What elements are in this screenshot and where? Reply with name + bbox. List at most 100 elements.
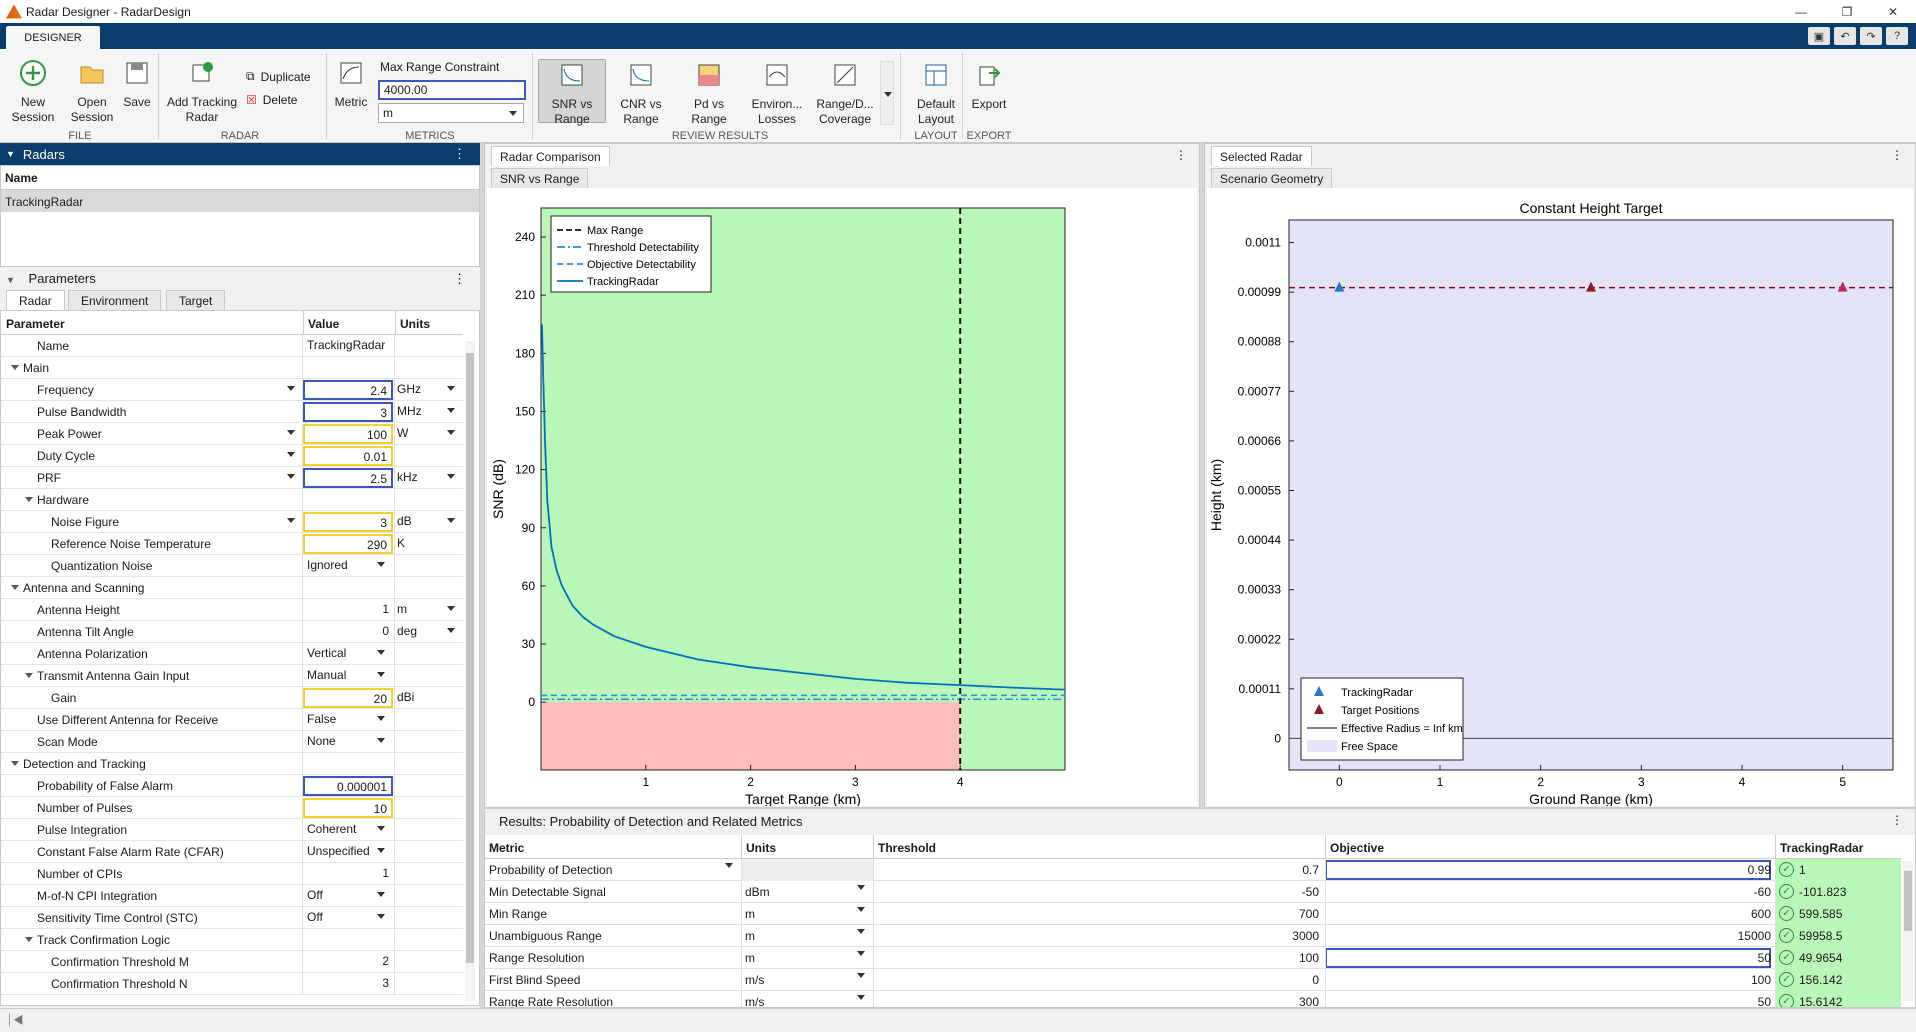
param-value[interactable]: TrackingRadar [307,338,386,352]
param-row[interactable]: Use Different Antenna for Receive False [1,709,463,731]
chevron-down-icon[interactable] [377,562,385,567]
chevron-down-icon[interactable] [377,650,385,655]
results-row[interactable]: Unambiguous Range m 3000 15000 ✓ 59958.5 [485,925,1901,947]
chevron-down-icon[interactable] [857,951,865,956]
chevron-down-icon[interactable] [857,973,865,978]
more-options-icon[interactable]: ⋮ [1891,148,1903,162]
chevron-down-icon[interactable] [377,848,385,853]
close-icon[interactable]: ✕ [1887,4,1899,19]
param-row[interactable]: Antenna Height 1 m [1,599,463,621]
chevron-down-icon[interactable] [377,892,385,897]
param-value[interactable]: 0.000001 [303,776,393,796]
param-units[interactable]: m [397,602,407,616]
param-value[interactable]: Off [307,888,323,902]
vertical-splitter[interactable] [480,143,484,1008]
chevron-down-icon[interactable] [287,386,295,391]
param-value[interactable]: 2 [382,954,389,968]
param-value[interactable]: 0 [382,624,389,638]
expand-chevron-icon[interactable] [11,585,19,590]
param-row[interactable]: Antenna Polarization Vertical [1,643,463,665]
param-units[interactable]: deg [397,624,418,638]
chevron-down-icon[interactable] [447,606,455,611]
chevron-down-icon[interactable] [377,672,385,677]
snr-vs-range-chart[interactable]: 1 2 3 4 0 30 60 90 120 150 180 210 240 Target Range (… [487,188,1197,807]
snr-vs-range-button[interactable]: SNR vs Range [540,61,604,127]
param-value[interactable]: 2.5 [303,468,393,488]
chevron-down-icon[interactable] [447,408,455,413]
param-row[interactable]: M-of-N CPI Integration Off [1,885,463,907]
scrollbar-track[interactable] [465,341,475,1001]
radar-list-item[interactable]: TrackingRadar [1,190,479,212]
results-row[interactable]: Min Detectable Signal dBm -50 -60 ✓ -101.823 [485,881,1901,903]
delete-button[interactable]: ☒ Delete [246,93,298,107]
max-range-units-select[interactable]: m [378,103,524,123]
tab-designer[interactable]: DESIGNER [6,26,100,49]
chevron-down-icon[interactable] [857,929,865,934]
expand-chevron-icon[interactable] [11,365,19,370]
chevron-down-icon[interactable] [377,716,385,721]
cnr-vs-range-button[interactable]: CNR vs Range [612,61,670,127]
objective-selected-cell[interactable] [1325,860,1771,880]
export-button[interactable]: Export [966,61,1012,112]
chevron-down-icon[interactable] [377,738,385,743]
save-icon[interactable]: ▣ [1808,27,1830,45]
param-row[interactable]: Constant False Alarm Rate (CFAR) Unspecif… [1,841,463,863]
tab-radar[interactable]: Radar [6,290,65,310]
results-row[interactable]: Range Rate Resolution m/s 300 50 ✓ 15.6142 [485,991,1901,1007]
chevron-down-icon[interactable] [447,386,455,391]
default-layout-button[interactable]: Default Layout [906,61,966,127]
param-group-row[interactable]: Main [1,357,463,379]
param-value[interactable]: 20 [303,688,393,708]
results-row[interactable]: First Blind Speed m/s 0 100 ✓ 156.142 [485,969,1901,991]
param-row[interactable]: Probability of False Alarm 0.000001 [1,775,463,797]
param-group-row[interactable]: Hardware [1,489,463,511]
param-value[interactable]: 1 [382,602,389,616]
param-value[interactable]: 2.4 [303,380,393,400]
param-row[interactable]: Antenna Tilt Angle 0 deg [1,621,463,643]
snr-vs-range-tab[interactable]: SNR vs Range [491,168,589,188]
expand-chevron-icon[interactable] [25,673,33,678]
chevron-down-icon[interactable] [857,995,865,1000]
chevron-down-icon[interactable] [287,518,295,523]
radar-comparison-tab[interactable]: Radar Comparison [491,146,610,166]
param-value[interactable]: 100 [303,424,393,444]
undo-icon[interactable]: ↶ [1834,27,1856,45]
pd-vs-range-button[interactable]: Pd vs Range [680,61,738,127]
param-value[interactable]: 0.01 [303,446,393,466]
param-value[interactable] [303,490,393,510]
chevron-down-icon[interactable] [287,474,295,479]
param-value[interactable]: None [307,734,336,748]
expand-chevron-icon[interactable] [25,497,33,502]
param-row[interactable]: Sensitivity Time Control (STC) Off [1,907,463,929]
chevron-down-icon[interactable] [447,628,455,633]
tab-target[interactable]: Target [166,290,226,310]
param-value[interactable]: 290 [303,534,393,554]
chevron-down-icon[interactable] [287,430,295,435]
new-session-button[interactable]: New Session [8,59,58,125]
selected-radar-tab[interactable]: Selected Radar [1211,146,1312,166]
scenario-geometry-chart[interactable]: Constant Height Target 0 1 2 3 4 5 0 0.00011 0.00… [1207,188,1913,807]
maximize-icon[interactable]: ❐ [1841,4,1853,19]
param-row[interactable]: Peak Power 100 W [1,423,463,445]
param-value[interactable]: Coherent [307,822,357,836]
minimize-icon[interactable]: — [1795,4,1807,19]
chevron-down-icon[interactable] [377,826,385,831]
metric-button[interactable]: Metric [332,59,370,110]
more-options-icon[interactable]: ⋮ [1175,148,1187,162]
results-row[interactable]: Probability of Detection 0.7 0.99 ✓ 1 [485,859,1901,881]
add-tracking-radar-button[interactable]: Add Tracking Radar [164,59,240,125]
param-row[interactable]: Quantization Noise Ignored [1,555,463,577]
chevron-down-icon[interactable] [447,430,455,435]
vertical-splitter-2[interactable] [1200,143,1204,808]
param-row[interactable]: Duty Cycle 0.01 [1,445,463,467]
max-range-input[interactable]: 4000.00 [378,80,526,100]
scrollbar-thumb[interactable] [1904,871,1912,931]
duplicate-button[interactable]: ⧉ Duplicate [246,69,311,84]
param-row[interactable]: Pulse Integration Coherent [1,819,463,841]
param-value[interactable]: 1 [382,866,389,880]
param-row[interactable]: Name TrackingRadar [1,335,463,357]
results-scrollbar[interactable] [1903,861,1913,1001]
chevron-down-icon[interactable] [857,885,865,890]
range-coverage-button[interactable]: Range/D... Coverage [814,61,876,127]
expand-chevron-icon[interactable] [25,937,33,942]
